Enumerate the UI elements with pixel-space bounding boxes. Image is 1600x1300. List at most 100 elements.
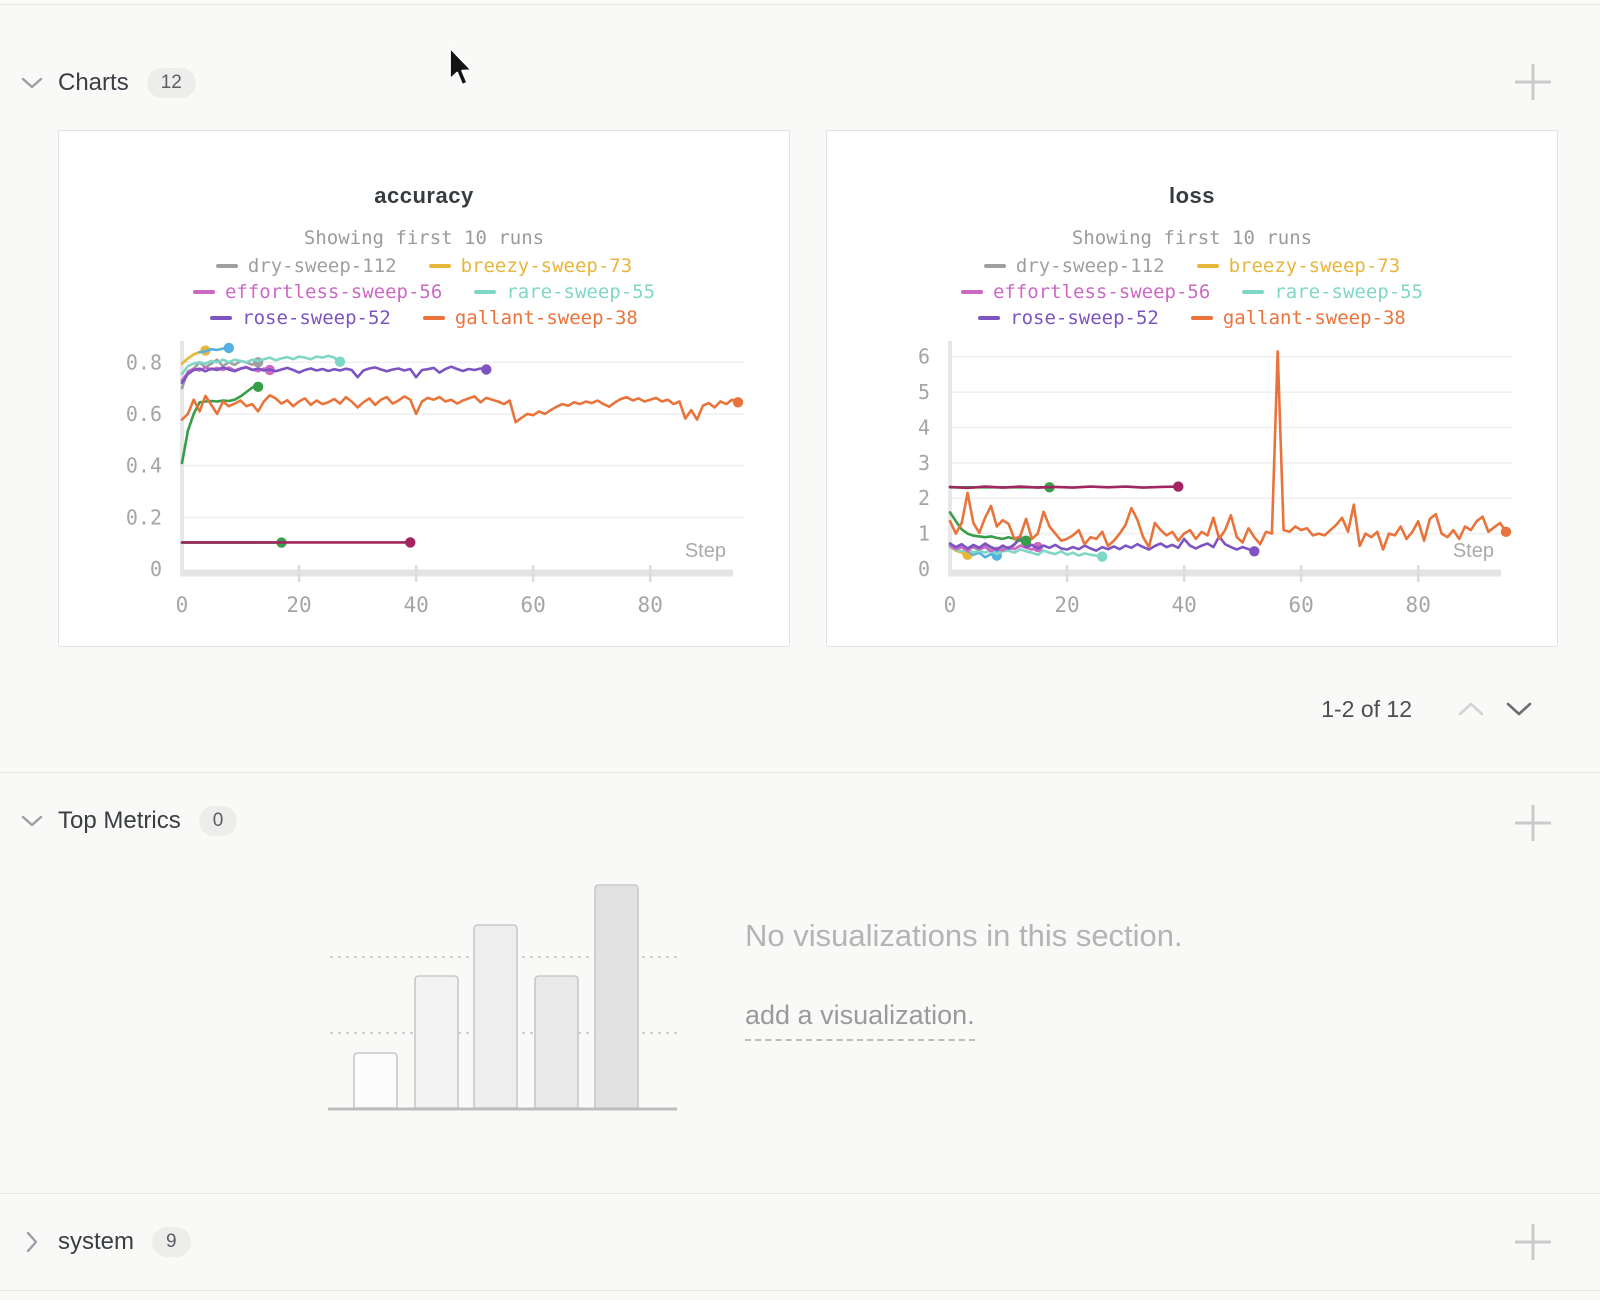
top-metrics-section-header: Top Metrics 0: [20, 806, 238, 836]
legend-item[interactable]: rose-sweep-52: [210, 305, 391, 331]
x-tick-label: 20: [286, 593, 311, 617]
chart-panel-loss[interactable]: loss Showing first 10 runs dry-sweep-112…: [826, 130, 1558, 647]
chevron-down-icon[interactable]: [20, 71, 44, 95]
run-line-rose-sweep-52[interactable]: [180, 365, 488, 385]
accuracy-plot-area[interactable]: 0 0.2 0.4 0.6 0.8 0 20 40 60 80 Step: [59, 331, 791, 631]
legend-item[interactable]: dry-sweep-112: [983, 253, 1165, 279]
add-panel-button-system[interactable]: [1511, 1220, 1555, 1264]
top-divider: [0, 4, 1600, 5]
system-count-badge: 9: [152, 1227, 191, 1257]
legend-color-dash-icon: [978, 316, 1001, 320]
legend-run-name: gallant-sweep-38: [454, 307, 638, 329]
legend-color-dash-icon: [422, 316, 445, 320]
mouse-cursor-icon: [447, 46, 477, 95]
placeholder-bar: [473, 924, 518, 1109]
y-tick-label: 4: [918, 415, 930, 439]
pagination-label: 1-2 of 12: [1321, 695, 1412, 722]
run-line-rare-sweep-55[interactable]: [948, 545, 1104, 558]
legend-item[interactable]: breezy-sweep-73: [1196, 253, 1401, 279]
run-line-gallant-sweep-38[interactable]: [948, 350, 1508, 551]
section-divider: [0, 772, 1600, 773]
legend-item[interactable]: rose-sweep-52: [978, 305, 1159, 331]
y-tick-label: 2: [918, 486, 930, 510]
chevron-up-icon[interactable]: [1454, 692, 1488, 726]
plus-icon: [1515, 64, 1551, 100]
chevron-down-icon[interactable]: [1502, 692, 1536, 726]
legend-color-dash-icon: [428, 264, 451, 268]
legend-item[interactable]: effortless-sweep-56: [960, 279, 1211, 305]
y-tick-label: 6: [918, 345, 930, 369]
y-tick-label: 5: [918, 380, 930, 404]
chevron-down-icon[interactable]: [20, 809, 44, 833]
run-endpoint-run-10[interactable]: [1173, 481, 1184, 492]
legend-run-name: dry-sweep-112: [1015, 255, 1165, 277]
y-tick-label: 0: [150, 557, 162, 581]
run-endpoint-rare-sweep-55[interactable]: [1097, 551, 1108, 562]
x-tick-label: 60: [1289, 593, 1314, 617]
placeholder-bar: [534, 975, 579, 1109]
add-panel-button-charts[interactable]: [1511, 60, 1555, 104]
x-tick-label: 40: [403, 593, 428, 617]
legend-color-dash-icon: [215, 264, 238, 268]
system-section-header: system 9: [20, 1227, 191, 1257]
y-tick-label: 0.2: [126, 505, 162, 529]
y-tick-label: 1: [918, 522, 930, 546]
legend-color-dash-icon: [1242, 290, 1265, 294]
chart-subtitle-accuracy: Showing first 10 runs: [303, 227, 545, 249]
y-tick-label: 0.8: [126, 350, 162, 374]
chevron-right-icon[interactable]: [20, 1230, 44, 1254]
legend-run-name: rose-sweep-52: [242, 307, 391, 329]
legend-item[interactable]: effortless-sweep-56: [192, 279, 442, 305]
run-line-rare-sweep-55[interactable]: [180, 354, 342, 376]
chart-legend-accuracy: dry-sweep-112 breezy-sweep-73 effortless-s…: [59, 253, 789, 331]
plus-icon: [1515, 805, 1551, 841]
plus-icon: [1515, 1224, 1551, 1260]
run-endpoint-gallant-sweep-38[interactable]: [1500, 526, 1512, 537]
chart-panel-accuracy[interactable]: accuracy Showing first 10 runs dry-sweep…: [58, 130, 790, 647]
x-tick-label: 40: [1171, 593, 1196, 617]
bottom-divider: [0, 1290, 1600, 1291]
y-tick-label: 0.4: [126, 454, 162, 478]
top-metrics-section-title: Top Metrics: [58, 807, 181, 834]
add-visualization-link[interactable]: add a visualization.: [745, 1000, 975, 1041]
placeholder-bar: [414, 975, 459, 1109]
legend-item[interactable]: rare-sweep-55: [1242, 279, 1423, 305]
section-divider: [0, 1193, 1600, 1194]
top-metrics-count-badge: 0: [198, 806, 238, 836]
x-axis-label: Step: [1453, 540, 1494, 562]
legend-item[interactable]: dry-sweep-112: [215, 253, 397, 279]
y-tick-label: 0.6: [126, 402, 162, 426]
run-endpoint-run-8[interactable]: [252, 381, 264, 392]
run-endpoint-run-7[interactable]: [223, 342, 234, 354]
placeholder-bar: [594, 884, 639, 1109]
legend-run-name: effortless-sweep-56: [992, 281, 1211, 303]
charts-section-title: Charts: [58, 69, 129, 96]
legend-color-dash-icon: [1190, 316, 1213, 320]
x-tick-label: 60: [521, 593, 546, 617]
run-line-run-8[interactable]: [180, 385, 260, 465]
legend-run-name: rare-sweep-55: [506, 281, 656, 303]
legend-item[interactable]: breezy-sweep-73: [428, 253, 632, 279]
chart-legend-loss: dry-sweep-112 breezy-sweep-73 effortless-s…: [827, 253, 1557, 331]
run-line-gallant-sweep-38[interactable]: [180, 394, 740, 424]
legend-item[interactable]: rare-sweep-55: [474, 279, 655, 305]
run-endpoint-rose-sweep-52[interactable]: [481, 364, 492, 375]
run-endpoint-run-10[interactable]: [405, 537, 416, 548]
placeholder-bar: [353, 1052, 398, 1109]
add-panel-button-top-metrics[interactable]: [1511, 801, 1555, 845]
legend-color-dash-icon: [474, 290, 497, 294]
run-endpoint-run-8[interactable]: [1020, 535, 1032, 546]
run-endpoint-gallant-sweep-38[interactable]: [732, 397, 744, 408]
legend-item[interactable]: gallant-sweep-38: [1190, 305, 1406, 331]
system-section-title: system: [58, 1228, 135, 1255]
charts-pagination: 1-2 of 12: [1321, 692, 1536, 726]
run-endpoint-rare-sweep-55[interactable]: [334, 356, 346, 367]
charts-section-header: Charts 12: [20, 68, 196, 98]
run-endpoint-rose-sweep-52[interactable]: [1249, 546, 1260, 557]
run-line-run-10[interactable]: [948, 485, 1180, 490]
legend-item[interactable]: gallant-sweep-38: [422, 305, 638, 331]
legend-run-name: breezy-sweep-73: [1228, 255, 1401, 277]
x-tick-label: 0: [176, 593, 189, 617]
run-line-rose-sweep-52[interactable]: [948, 535, 1256, 553]
